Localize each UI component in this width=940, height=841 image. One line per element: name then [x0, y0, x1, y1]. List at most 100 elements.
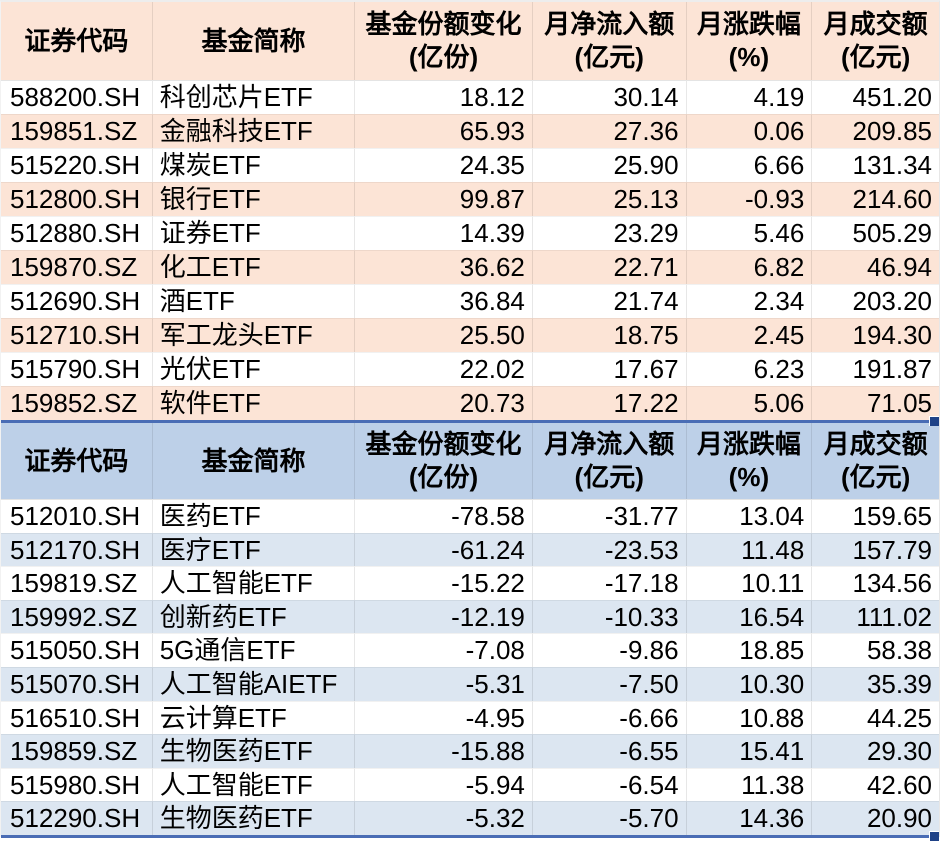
cell-share-change[interactable]: -5.94: [355, 767, 533, 802]
cell-share-change[interactable]: 99.87: [355, 182, 533, 216]
cell-code[interactable]: 515220.SH: [1, 148, 153, 182]
cell-net-inflow[interactable]: 25.13: [532, 182, 687, 216]
cell-share-change[interactable]: 36.84: [355, 284, 533, 318]
cell-name[interactable]: 云计算ETF: [152, 700, 356, 735]
cell-net-inflow[interactable]: -7.50: [532, 666, 687, 701]
cell-share-change[interactable]: -12.19: [355, 599, 533, 634]
cell-share-change[interactable]: 22.02: [355, 352, 533, 386]
cell-share-change[interactable]: -7.08: [355, 633, 533, 667]
cell-turnover[interactable]: 44.25: [812, 700, 940, 735]
cell-share-change[interactable]: 20.73: [355, 386, 533, 420]
cell-pct-change[interactable]: 0.06: [686, 114, 813, 148]
cell-code[interactable]: 159992.SZ: [1, 599, 153, 634]
cell-turnover[interactable]: 451.20: [812, 80, 940, 114]
cell-code[interactable]: 516510.SH: [1, 700, 153, 735]
cell-name[interactable]: 金融科技ETF: [152, 114, 356, 148]
cell-turnover[interactable]: 191.87: [812, 352, 940, 386]
cell-share-change[interactable]: 36.62: [355, 250, 533, 284]
cell-pct-change[interactable]: 6.66: [686, 148, 813, 182]
cell-code[interactable]: 515070.SH: [1, 666, 153, 701]
cell-name[interactable]: 生物医药ETF: [152, 801, 356, 835]
cell-share-change[interactable]: 24.35: [355, 148, 533, 182]
column-header-pct-change[interactable]: 月涨跌幅 (%): [687, 2, 813, 80]
cell-net-inflow[interactable]: -10.33: [532, 599, 687, 634]
cell-turnover[interactable]: 209.85: [812, 114, 940, 148]
cell-name[interactable]: 创新药ETF: [152, 599, 356, 634]
cell-code[interactable]: 512880.SH: [1, 216, 153, 250]
column-header-turnover[interactable]: 月成交额 (亿元): [812, 2, 939, 80]
cell-share-change[interactable]: -5.32: [355, 801, 533, 835]
cell-pct-change[interactable]: -0.93: [686, 182, 813, 216]
column-header-code[interactable]: 证券代码: [1, 2, 153, 80]
cell-share-change[interactable]: -78.58: [355, 499, 533, 533]
cell-name[interactable]: 人工智能AIETF: [152, 666, 356, 701]
cell-code[interactable]: 512690.SH: [1, 284, 153, 318]
cell-code[interactable]: 159870.SZ: [1, 250, 153, 284]
cell-net-inflow[interactable]: -6.55: [532, 734, 687, 768]
cell-pct-change[interactable]: 2.34: [686, 284, 813, 318]
column-header-net-inflow[interactable]: 月净流入额 (亿元): [533, 2, 687, 80]
cell-code[interactable]: 512710.SH: [1, 318, 153, 352]
cell-turnover[interactable]: 20.90: [812, 801, 940, 835]
cell-share-change[interactable]: 65.93: [355, 114, 533, 148]
cell-share-change[interactable]: 25.50: [355, 318, 533, 352]
cell-pct-change[interactable]: 10.11: [686, 566, 813, 600]
cell-name[interactable]: 医疗ETF: [152, 532, 356, 567]
cell-share-change[interactable]: -4.95: [355, 700, 533, 735]
cell-turnover[interactable]: 134.56: [812, 566, 940, 600]
cell-pct-change[interactable]: 18.85: [686, 633, 813, 667]
cell-net-inflow[interactable]: -5.70: [532, 801, 687, 835]
cell-name[interactable]: 化工ETF: [152, 250, 356, 284]
cell-turnover[interactable]: 42.60: [812, 767, 940, 802]
cell-name[interactable]: 科创芯片ETF: [152, 80, 356, 114]
cell-pct-change[interactable]: 6.82: [686, 250, 813, 284]
cell-net-inflow[interactable]: 17.67: [532, 352, 687, 386]
cell-net-inflow[interactable]: 18.75: [532, 318, 687, 352]
column-header-share-change[interactable]: 基金份额变化 (亿份): [355, 423, 533, 499]
cell-share-change[interactable]: -15.88: [355, 734, 533, 768]
cell-pct-change[interactable]: 6.23: [686, 352, 813, 386]
fill-handle[interactable]: [929, 416, 939, 426]
cell-turnover[interactable]: 203.20: [812, 284, 940, 318]
column-header-turnover[interactable]: 月成交额 (亿元): [812, 423, 939, 499]
cell-turnover[interactable]: 71.05: [812, 386, 940, 420]
cell-pct-change[interactable]: 5.46: [686, 216, 813, 250]
cell-pct-change[interactable]: 14.36: [686, 801, 813, 835]
cell-turnover[interactable]: 505.29: [812, 216, 940, 250]
cell-name[interactable]: 软件ETF: [152, 386, 356, 420]
cell-share-change[interactable]: -61.24: [355, 532, 533, 567]
cell-code[interactable]: 512010.SH: [1, 499, 153, 533]
cell-net-inflow[interactable]: 17.22: [532, 386, 687, 420]
cell-name[interactable]: 医药ETF: [152, 499, 356, 533]
cell-name[interactable]: 证券ETF: [152, 216, 356, 250]
cell-pct-change[interactable]: 11.48: [686, 532, 813, 567]
cell-name[interactable]: 银行ETF: [152, 182, 356, 216]
cell-net-inflow[interactable]: 27.36: [532, 114, 687, 148]
cell-net-inflow[interactable]: -17.18: [532, 566, 687, 600]
cell-code[interactable]: 588200.SH: [1, 80, 153, 114]
cell-turnover[interactable]: 58.38: [812, 633, 940, 667]
cell-turnover[interactable]: 111.02: [812, 599, 940, 634]
cell-turnover[interactable]: 157.79: [812, 532, 940, 567]
cell-net-inflow[interactable]: -23.53: [532, 532, 687, 567]
cell-name[interactable]: 光伏ETF: [152, 352, 356, 386]
cell-turnover[interactable]: 46.94: [812, 250, 940, 284]
cell-code[interactable]: 515790.SH: [1, 352, 153, 386]
cell-code[interactable]: 515980.SH: [1, 767, 153, 802]
column-header-code[interactable]: 证券代码: [1, 423, 153, 499]
cell-net-inflow[interactable]: -6.66: [532, 700, 687, 735]
cell-code[interactable]: 159819.SZ: [1, 566, 153, 600]
cell-share-change[interactable]: -15.22: [355, 566, 533, 600]
cell-name[interactable]: 生物医药ETF: [152, 734, 356, 768]
fill-handle[interactable]: [929, 830, 939, 841]
cell-pct-change[interactable]: 16.54: [686, 599, 813, 634]
cell-code[interactable]: 512800.SH: [1, 182, 153, 216]
cell-pct-change[interactable]: 13.04: [686, 499, 813, 533]
cell-pct-change[interactable]: 2.45: [686, 318, 813, 352]
cell-turnover[interactable]: 194.30: [812, 318, 940, 352]
cell-code[interactable]: 512170.SH: [1, 532, 153, 567]
column-header-name[interactable]: 基金简称: [153, 423, 356, 499]
column-header-name[interactable]: 基金简称: [153, 2, 356, 80]
cell-net-inflow[interactable]: -9.86: [532, 633, 687, 667]
cell-net-inflow[interactable]: 21.74: [532, 284, 687, 318]
